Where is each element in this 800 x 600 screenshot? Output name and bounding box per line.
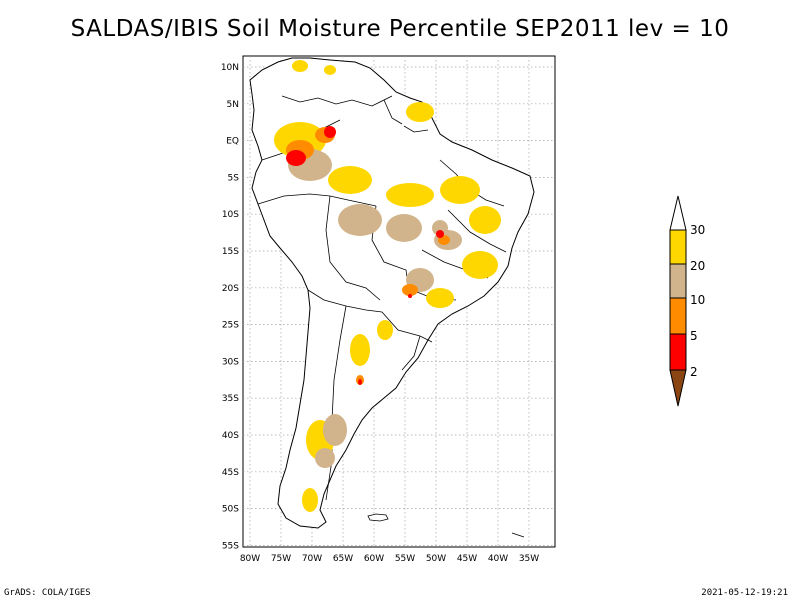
colorbar-below [669,369,687,407]
colorbar-label-5: 5 [690,329,698,343]
colorbar-label-10: 10 [690,293,705,307]
lon-label: 75W [271,554,291,564]
latitude-labels: 10N 5N EQ 5S 10S 15S 20S 25S 30S 35S 40S 45S 50S 55S [221,63,239,551]
lon-label: 70W [302,554,322,564]
lat-label: 5S [228,173,240,183]
lat-label: 45S [222,468,239,478]
map-title: SALDAS/IBIS Soil Moisture Percentile SEP… [70,16,730,42]
lat-label: 30S [222,357,239,367]
lon-label: 35W [519,554,539,564]
lon-label: 40W [488,554,508,564]
lat-label: 15S [222,247,239,257]
lat-label: 40S [222,431,239,441]
lon-label: 60W [364,554,384,564]
colorbar-label-30: 30 [690,223,705,237]
lat-label: EQ [226,137,239,147]
lat-label: 10N [221,63,239,73]
footer-credit: GrADS: COLA/IGES [4,588,91,598]
colorbar [669,195,687,407]
lat-label: 55S [222,541,239,551]
lon-label: 45W [457,554,477,564]
lon-label: 50W [426,554,446,564]
lon-label: 65W [333,554,353,564]
lon-label: 55W [395,554,415,564]
colorbar-label-2: 2 [690,365,698,379]
falkland-islands [367,513,389,522]
colorbar-5-10 [669,297,687,335]
lat-label: 10S [222,210,239,220]
lon-label: 80W [240,554,260,564]
lat-label: 25S [222,321,239,331]
footer-timestamp: 2021-05-12-19:21 [701,588,788,598]
longitude-labels: 80W 75W 70W 65W 60W 55W 50W 45W 40W 35W [240,554,539,564]
lat-label: 20S [222,284,239,294]
colorbar-label-20: 20 [690,259,705,273]
colorbar-labels: 30 20 10 5 2 [690,223,705,379]
lat-label: 5N [227,100,239,110]
colorbar-above [669,195,687,231]
lat-label: 50S [222,505,239,515]
percentile-2-5-areas [286,126,444,385]
lat-label: 35S [222,394,239,404]
colorbar-10-20 [669,263,687,299]
south-georgia [511,532,525,538]
colorbar-20-30 [669,229,687,265]
colorbar-2-5 [669,333,687,371]
percentile-10-20-areas [288,149,462,468]
